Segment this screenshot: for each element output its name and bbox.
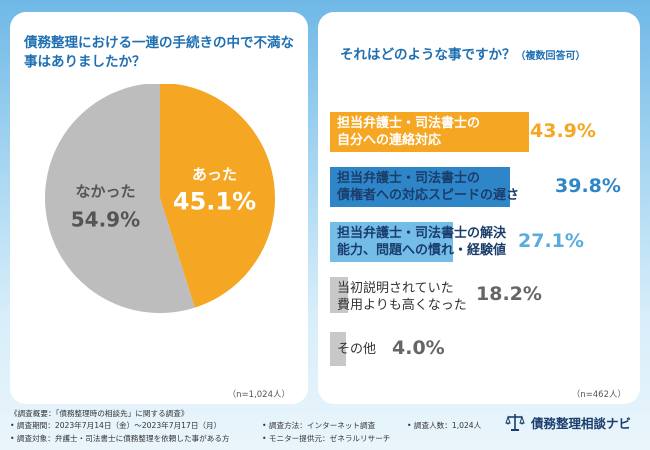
bar-label-line: 自分への連絡対応: [337, 133, 442, 148]
bar-row-4: その他 4.0%: [330, 332, 630, 366]
bar-row-2: 担当弁護士・司法書士の解決 能力、問題への慣れ・経験値 27.1%: [330, 222, 630, 262]
bar-value-3: 18.2%: [476, 283, 542, 305]
brand-logo: 債務整理相談ナビ: [505, 412, 631, 432]
bar-label-line: 担当弁護士・司法書士の: [337, 116, 481, 131]
bar-question-main: それはどのような事ですか？: [340, 47, 516, 63]
bar-value-0: 43.9%: [530, 120, 596, 142]
bar-fill-4: [330, 332, 346, 366]
pie-question-title: 債務整理における一連の手続きの中で不満な事はありましたか？: [24, 35, 294, 70]
pie-chart: あった 45.1% なかった 54.9%: [45, 84, 275, 313]
bar-label-line: 債権者への対応スピードの遅さ: [337, 188, 520, 203]
survey-provider: • モニター提供元：ゼネラルリサーチ: [262, 434, 391, 443]
pie-sample-size: （n=1,024人）: [227, 390, 290, 400]
bar-label-3: 当初説明されていた 費用よりも高くなった: [337, 280, 467, 314]
bar-row-3: 当初説明されていた 費用よりも高くなった 18.2%: [330, 277, 630, 313]
survey-overview: 《調査概要：「債務整理時の相談先」に関する調査》: [10, 409, 189, 418]
bar-value-2: 27.1%: [518, 230, 584, 252]
bar-label-0: 担当弁護士・司法書士の 自分への連絡対応: [337, 115, 480, 149]
bar-fill-3: [330, 277, 348, 313]
brand-name: 債務整理相談ナビ: [531, 415, 632, 431]
bar-label-2: 担当弁護士・司法書士の解決 能力、問題への慣れ・経験値: [337, 225, 506, 259]
pie-slice-0: [160, 84, 275, 308]
bar-value-1: 39.8%: [555, 175, 621, 197]
survey-count: • 調査人数：1,024人: [407, 421, 482, 430]
bar-question-subtitle: （複数回答可）: [515, 51, 586, 62]
survey-target: • 調査対象：弁護士・司法書士に債務整理を依頼した事がある方: [10, 434, 230, 443]
bar-fill-1: [330, 167, 510, 207]
bar-row-1: 担当弁護士・司法書士の債権者への対応スピードの遅さ 39.8%: [330, 167, 630, 207]
bar-panel: それはどのような事ですか？（複数回答可） 担当弁護士・司法書士の 自分への連絡対応…: [318, 12, 640, 404]
pie-slice-label-1: なかった: [75, 182, 135, 200]
bar-label-1: 担当弁護士・司法書士の債権者への対応スピードの遅さ: [337, 170, 519, 204]
pie-slice-1: [45, 84, 195, 313]
pie-slice-label-0: あった: [192, 166, 237, 184]
pie-panel: 債務整理における一連の手続きの中で不満な事はありましたか？ あった 45.1% なか…: [10, 12, 308, 404]
bar-label-line: 担当弁護士・司法書士の解決: [337, 226, 507, 241]
pie-slice-value-1: 54.9%: [71, 207, 140, 231]
bar-label-4: その他: [337, 341, 376, 358]
bar-sample-size: （n=462人）: [571, 390, 626, 400]
survey-period: • 調査期間：2023年7月14日（金）〜2023年7月17日（月）: [10, 421, 222, 430]
bar-row-0: 担当弁護士・司法書士の 自分への連絡対応 43.9%: [330, 112, 630, 152]
survey-method: • 調査方法：インターネット調査: [262, 421, 376, 430]
bar-value-4: 4.0%: [392, 337, 445, 359]
scales-icon: [505, 414, 525, 431]
bar-label-line: 担当弁護士・司法書士の: [337, 171, 481, 186]
bar-label-line: 当初説明されていた: [337, 281, 454, 296]
bar-fill-2: [330, 222, 453, 262]
bar-label-line: その他: [337, 342, 377, 357]
bar-label-line: 能力、問題への慣れ・経験値: [337, 243, 507, 258]
bar-fill-0: [330, 112, 529, 152]
pie-slice-value-0: 45.1%: [173, 188, 256, 216]
bar-label-line: 費用よりも高くなった: [337, 298, 467, 313]
bar-question-title: それはどのような事ですか？（複数回答可）: [340, 46, 640, 66]
